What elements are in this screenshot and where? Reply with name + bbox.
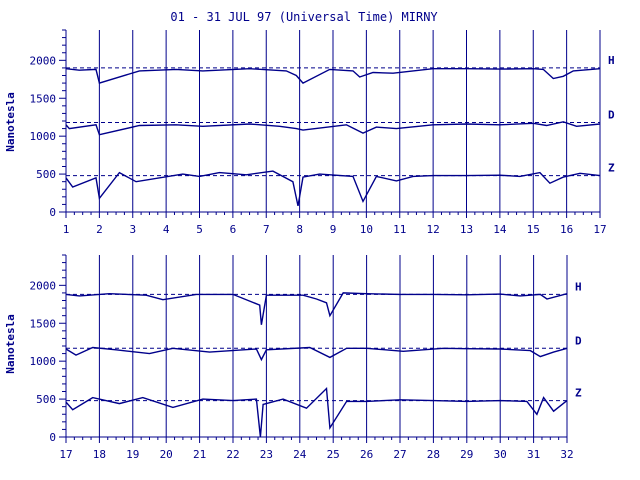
x-tick-label: 17 — [59, 448, 72, 461]
x-tick-label: 2 — [96, 223, 103, 236]
y-tick-label: 2000 — [30, 54, 57, 67]
x-axis: 17 18 19 20 21 22 23 24 25 26 27 28 29 30 31 32 — [59, 436, 574, 461]
x-tick-label: 22 — [226, 448, 239, 461]
x-tick-label: 20 — [160, 448, 173, 461]
day-gridlines — [65, 255, 568, 437]
x-tick-label: 12 — [427, 223, 440, 236]
y-tick-label: 1500 — [30, 317, 57, 330]
chart-title: 01 - 31 JUL 97 (Universal Time) MIRNY — [170, 10, 438, 24]
series-h-label: H — [575, 280, 582, 293]
x-tick-label: 1 — [63, 223, 70, 236]
y-tick-label: 0 — [49, 206, 56, 219]
series-d-label: D — [608, 109, 615, 122]
day-gridlines — [65, 30, 601, 212]
field-traces — [65, 67, 601, 207]
x-tick-label: 14 — [493, 223, 507, 236]
x-tick-label: 24 — [293, 448, 307, 461]
series-z-line — [65, 170, 601, 207]
series-d-line — [65, 346, 568, 362]
x-tick-label: 17 — [593, 223, 606, 236]
x-tick-label: 21 — [193, 448, 206, 461]
x-tick-label: 11 — [393, 223, 406, 236]
series-h-line — [65, 67, 601, 84]
series-z-label: Z — [608, 162, 615, 175]
component-labels: H D Z — [575, 280, 582, 399]
bottom-panel: Nanotesla 0 500 1000 1500 2000 17 18 19 20 21 22 2… — [4, 254, 582, 461]
x-tick-label: 29 — [460, 448, 473, 461]
y-tick-label: 1000 — [30, 355, 57, 368]
x-tick-label: 16 — [560, 223, 573, 236]
series-h-label: H — [608, 54, 615, 67]
y-axis-label: Nanotesla — [4, 314, 17, 374]
y-tick-label: 0 — [49, 431, 56, 444]
series-d-line — [65, 121, 601, 136]
x-tick-label: 8 — [296, 223, 303, 236]
x-tick-label: 9 — [330, 223, 337, 236]
x-tick-label: 28 — [427, 448, 440, 461]
series-h-line — [65, 292, 568, 325]
x-tick-label: 18 — [93, 448, 106, 461]
x-axis: 1 2 3 4 5 6 7 8 9 10 11 12 13 14 15 16 17 — [63, 211, 607, 236]
y-tick-label: 1500 — [30, 92, 57, 105]
field-traces — [65, 292, 568, 438]
y-axis: 0 500 1000 1500 2000 — [30, 254, 67, 444]
x-tick-label: 6 — [230, 223, 237, 236]
y-tick-label: 500 — [36, 393, 56, 406]
y-tick-label: 2000 — [30, 279, 57, 292]
x-tick-label: 30 — [494, 448, 507, 461]
x-tick-label: 7 — [263, 223, 270, 236]
x-tick-label: 15 — [527, 223, 540, 236]
x-tick-label: 3 — [129, 223, 136, 236]
x-tick-label: 19 — [126, 448, 139, 461]
y-axis: 0 500 1000 1500 2000 — [30, 29, 67, 219]
component-labels: H D Z — [608, 54, 615, 175]
series-z-label: Z — [575, 387, 582, 400]
x-tick-label: 32 — [560, 448, 573, 461]
x-tick-label: 26 — [360, 448, 373, 461]
x-tick-label: 25 — [327, 448, 340, 461]
x-tick-label: 31 — [527, 448, 540, 461]
x-tick-label: 4 — [163, 223, 170, 236]
series-d-label: D — [575, 334, 582, 347]
x-tick-label: 23 — [260, 448, 273, 461]
x-tick-label: 10 — [360, 223, 373, 236]
x-tick-label: 5 — [196, 223, 203, 236]
y-axis-label: Nanotesla — [4, 92, 17, 152]
y-tick-label: 500 — [36, 168, 56, 181]
y-tick-label: 1000 — [30, 130, 57, 143]
x-tick-label: 13 — [460, 223, 473, 236]
series-z-line — [65, 386, 568, 438]
x-tick-label: 27 — [393, 448, 406, 461]
baseline-levels — [66, 293, 567, 402]
